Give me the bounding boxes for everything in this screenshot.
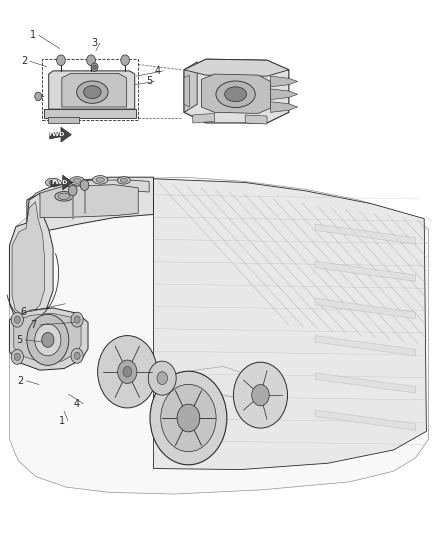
Circle shape [252, 384, 269, 406]
Ellipse shape [73, 179, 81, 183]
Circle shape [148, 361, 176, 395]
Polygon shape [51, 175, 73, 190]
Polygon shape [29, 180, 149, 207]
Circle shape [11, 350, 23, 365]
Polygon shape [12, 201, 44, 316]
Circle shape [118, 360, 137, 383]
Polygon shape [44, 109, 136, 118]
Ellipse shape [84, 86, 101, 99]
Circle shape [74, 316, 80, 324]
Polygon shape [315, 373, 416, 393]
Ellipse shape [117, 176, 131, 184]
Circle shape [42, 333, 54, 348]
Circle shape [71, 349, 83, 364]
Circle shape [233, 362, 288, 428]
Text: 5: 5 [16, 335, 22, 345]
Polygon shape [315, 224, 416, 244]
Circle shape [177, 404, 200, 432]
Circle shape [91, 63, 98, 71]
Polygon shape [10, 193, 53, 325]
Circle shape [121, 55, 130, 66]
Polygon shape [201, 74, 271, 114]
Circle shape [57, 55, 65, 66]
Polygon shape [184, 62, 197, 112]
Ellipse shape [70, 176, 85, 185]
Polygon shape [271, 89, 297, 100]
Text: 1: 1 [30, 30, 36, 41]
Circle shape [74, 352, 80, 360]
Polygon shape [10, 308, 88, 370]
Ellipse shape [120, 179, 127, 182]
Polygon shape [14, 313, 81, 362]
Ellipse shape [216, 81, 255, 108]
Circle shape [123, 367, 132, 377]
Circle shape [157, 372, 167, 384]
Circle shape [71, 312, 83, 327]
Text: 1: 1 [59, 416, 65, 426]
Polygon shape [48, 117, 79, 124]
Text: 4: 4 [74, 399, 80, 409]
Polygon shape [10, 177, 428, 494]
Ellipse shape [46, 178, 61, 187]
Text: 7: 7 [30, 320, 36, 330]
Text: 2: 2 [21, 56, 28, 66]
Circle shape [14, 316, 20, 324]
Text: 3: 3 [92, 38, 98, 48]
Polygon shape [27, 177, 153, 230]
Polygon shape [193, 114, 215, 123]
Polygon shape [315, 261, 416, 281]
Polygon shape [184, 75, 189, 107]
Circle shape [150, 371, 227, 465]
Ellipse shape [96, 177, 104, 182]
Polygon shape [153, 179, 426, 470]
Polygon shape [184, 59, 289, 76]
Ellipse shape [77, 81, 108, 103]
Circle shape [35, 324, 61, 356]
Circle shape [93, 65, 96, 69]
Polygon shape [315, 298, 416, 319]
Polygon shape [315, 336, 416, 356]
Circle shape [68, 185, 77, 196]
Ellipse shape [49, 180, 57, 185]
Circle shape [14, 353, 20, 361]
Polygon shape [49, 127, 71, 142]
Polygon shape [245, 115, 267, 124]
Text: 6: 6 [20, 306, 26, 317]
Circle shape [35, 92, 42, 101]
Circle shape [11, 312, 23, 327]
Polygon shape [49, 71, 135, 109]
Circle shape [161, 384, 216, 451]
Ellipse shape [225, 87, 247, 102]
Text: 4: 4 [155, 66, 161, 76]
Circle shape [98, 336, 157, 408]
Circle shape [27, 314, 69, 366]
Polygon shape [62, 74, 127, 107]
Text: 5: 5 [146, 77, 152, 86]
Text: FWD: FWD [51, 180, 68, 185]
Text: 2: 2 [17, 376, 24, 386]
Circle shape [80, 180, 89, 190]
Polygon shape [40, 184, 138, 217]
Ellipse shape [55, 191, 73, 201]
Polygon shape [271, 76, 297, 87]
Ellipse shape [58, 193, 70, 199]
Circle shape [87, 55, 95, 66]
Text: FWD: FWD [48, 132, 65, 137]
Ellipse shape [92, 175, 108, 184]
Polygon shape [271, 102, 297, 112]
Polygon shape [315, 410, 416, 430]
Polygon shape [184, 59, 289, 123]
